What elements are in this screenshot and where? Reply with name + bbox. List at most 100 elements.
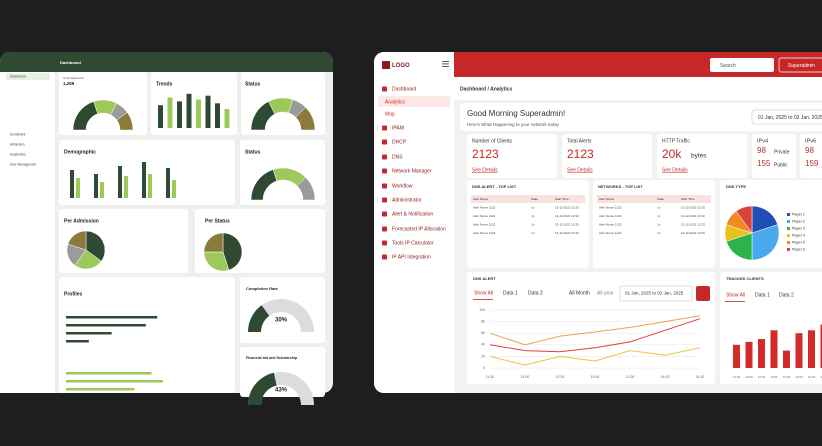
x-tick-label: 12:00: [521, 375, 530, 379]
bar: [100, 182, 104, 198]
table-cell: Up: [531, 231, 535, 235]
nav-item[interactable]: Workflow: [392, 183, 413, 189]
nav-item[interactable]: Dashboard: [10, 74, 26, 78]
table-cell: Alert Name 1122: [473, 205, 496, 209]
line: [489, 318, 701, 353]
period[interactable]: All Month: [569, 290, 590, 296]
nav-item[interactable]: Forecasted IP Allocation: [392, 226, 446, 232]
search-box: [710, 58, 774, 72]
nav-icon: [382, 240, 387, 246]
bar: [758, 339, 765, 368]
card-title: Trends: [156, 81, 173, 87]
tab[interactable]: Data 1: [503, 290, 518, 296]
table-cell: 13-12-2022 12:33: [555, 222, 579, 226]
bar: [820, 324, 822, 368]
bar: [148, 174, 152, 198]
column-header: Start Time: [681, 197, 695, 201]
nav-item[interactable]: Analytics: [385, 99, 406, 105]
nav-icon: [382, 254, 387, 260]
legend-swatch: [787, 234, 790, 237]
search-placeholder[interactable]: Search: [720, 63, 736, 69]
bar: [733, 344, 740, 368]
nav-item[interactable]: User Management: [10, 162, 36, 166]
nav-item[interactable]: Network Manager: [392, 168, 432, 174]
card-title: Number of Clients: [472, 138, 513, 144]
bar: [166, 168, 170, 198]
table-header: [471, 195, 585, 203]
nav-icon: [382, 183, 387, 189]
date-range[interactable]: 01 Jan, 2025 to 02 Jan, 2025: [758, 115, 822, 121]
nav-item[interactable]: Alert & Notification: [392, 211, 433, 217]
table-cell: Alert Name 1122: [599, 231, 622, 235]
x-tick-label: 12:00: [745, 375, 753, 379]
nav-item[interactable]: Dashboard: [392, 86, 417, 92]
nav-icon: [382, 211, 387, 217]
user-button: [778, 57, 822, 73]
date-box: [619, 285, 693, 302]
x-tick-label: 15:00: [820, 375, 822, 379]
menu-icon: [442, 66, 449, 67]
bar: [158, 105, 163, 128]
card-title: DNS TYPE: [726, 184, 746, 189]
y-tick-label: 40: [481, 343, 485, 347]
table-cell: Up: [657, 205, 661, 209]
legend-entry: Player 2: [792, 220, 805, 224]
tab[interactable]: Data 2: [528, 290, 543, 296]
nav-active: [6, 73, 50, 80]
y-tick-label: 20: [481, 354, 485, 358]
table-cell: Up: [531, 205, 535, 209]
table-cell: Alert Name 1122: [599, 214, 622, 218]
see-details[interactable]: See Details: [472, 167, 498, 173]
gauge-value: [248, 372, 277, 405]
nav-item[interactable]: Tools IP Calculator: [392, 240, 434, 246]
nav-item[interactable]: DNS: [392, 154, 403, 160]
tab[interactable]: Show All: [474, 290, 493, 296]
table-cell: 13-12-2022 12:33: [681, 231, 705, 235]
bar: [783, 350, 790, 368]
card-unit: bytes: [691, 153, 707, 160]
see-details[interactable]: See Details: [662, 167, 688, 173]
y-tick-label: 0: [483, 366, 485, 370]
nav-item[interactable]: Admission: [10, 142, 25, 146]
tab[interactable]: Show All: [726, 292, 745, 298]
user-name[interactable]: Superadmin: [788, 63, 815, 69]
card-value: 20k: [662, 147, 682, 161]
legend-entry: Player 5: [792, 241, 805, 245]
card-title: Status: [245, 81, 261, 87]
card-title: Demographic: [64, 149, 96, 155]
card-title: Total Alerts: [567, 138, 592, 144]
card-title: Completion Rate: [246, 286, 279, 291]
gauge-label: 43%: [275, 388, 288, 394]
segment: [116, 112, 134, 131]
nav-item[interactable]: DHCP: [392, 139, 407, 145]
table-cell: 13-12-2022 12:33: [681, 205, 705, 209]
date-range[interactable]: 01 Jan, 2025 to 02 Jan, 2025: [625, 291, 684, 296]
date-box: [751, 109, 822, 125]
nav-item[interactable]: Academics: [10, 152, 26, 156]
bar: [70, 170, 74, 198]
gauge-value: [248, 305, 270, 332]
column-header: Alert Name: [473, 197, 488, 201]
ip-count: 98: [805, 146, 814, 155]
bar: [795, 333, 803, 368]
segment: [67, 230, 87, 251]
period[interactable]: All year: [597, 290, 614, 296]
column-header: Start Time: [555, 197, 569, 201]
tab[interactable]: Data 2: [779, 292, 794, 298]
card-title: Per Status: [205, 218, 230, 224]
card: [657, 134, 747, 178]
table-cell: 13-12-2022 12:33: [681, 222, 705, 226]
nav-item[interactable]: Administrator: [392, 197, 422, 203]
line: [489, 315, 701, 346]
bar: [196, 99, 201, 128]
header-title: Dashboard: [60, 60, 81, 65]
legend-entry: Player 6: [792, 248, 805, 252]
card-value: 1,269: [63, 81, 75, 86]
nav-item[interactable]: IP API Integration: [392, 254, 431, 260]
nav-item[interactable]: Map: [385, 111, 395, 117]
nav-item[interactable]: IPAM: [392, 125, 404, 131]
tab[interactable]: Data 1: [755, 292, 770, 298]
bar: [66, 316, 158, 319]
nav-item[interactable]: Enrollment: [10, 132, 25, 136]
see-details[interactable]: See Details: [567, 167, 593, 173]
